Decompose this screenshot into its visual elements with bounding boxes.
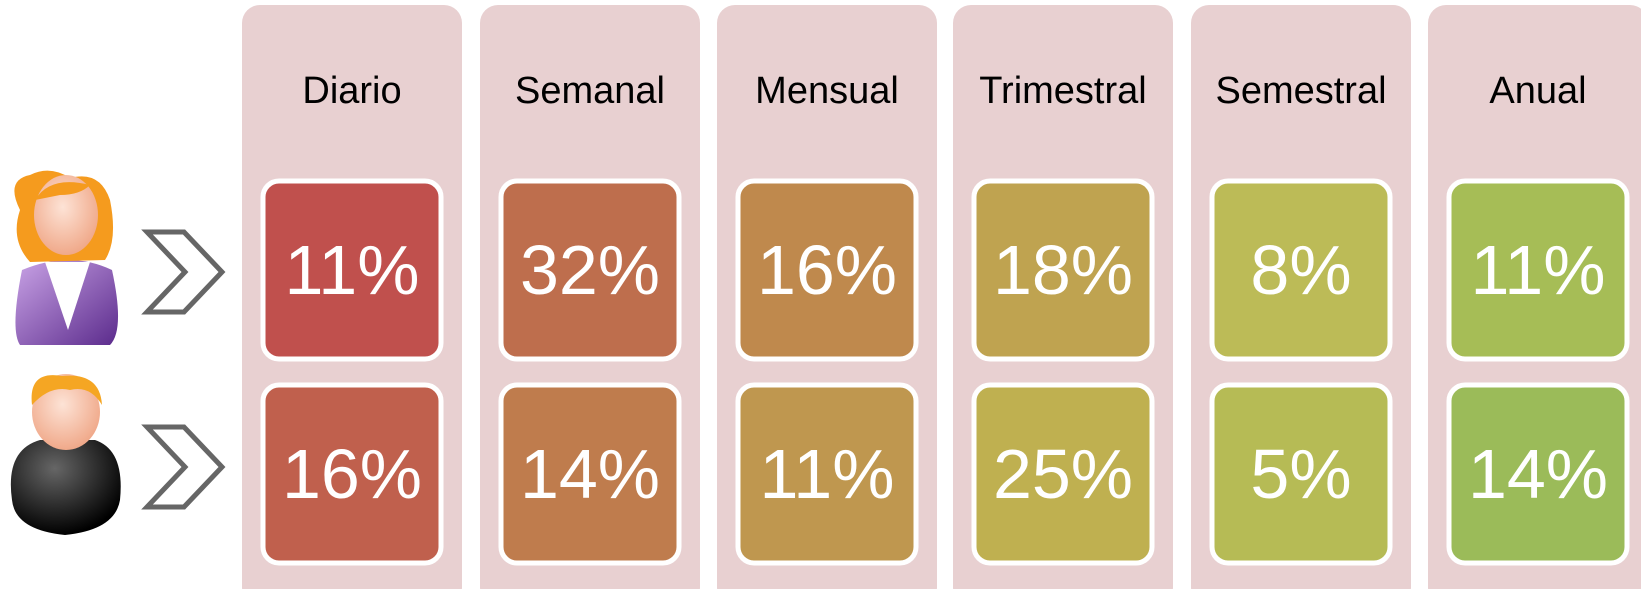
- value-label: 11%: [285, 231, 420, 309]
- value-label: 18%: [993, 231, 1133, 309]
- column-header: Anual: [1489, 70, 1586, 112]
- value-label: 5%: [1250, 435, 1351, 513]
- value-label: 32%: [520, 231, 660, 309]
- column-header: Trimestral: [979, 70, 1146, 112]
- value-label: 16%: [282, 435, 422, 513]
- column-header: Semestral: [1215, 70, 1386, 112]
- column-header: Semanal: [515, 70, 665, 112]
- value-label: 14%: [1468, 435, 1608, 513]
- man-icon: [11, 374, 121, 535]
- value-label: 16%: [757, 231, 897, 309]
- columns: Diario 11% 16% Semanal 32% 14% Mensual 16% 11% Tr…: [242, 5, 1641, 589]
- value-label: 11%: [1471, 231, 1606, 309]
- diagram: Diario 11% 16% Semanal 32% 14% Mensual 16% 11% Tr…: [0, 0, 1641, 589]
- woman-icon: [14, 171, 118, 345]
- value-label: 25%: [993, 435, 1133, 513]
- value-label: 14%: [520, 435, 660, 513]
- value-label: 11%: [760, 435, 895, 513]
- column-header: Diario: [302, 70, 401, 112]
- column-header: Mensual: [755, 70, 899, 112]
- chevron: [147, 232, 222, 312]
- value-label: 8%: [1250, 231, 1351, 309]
- chevron: [147, 427, 222, 507]
